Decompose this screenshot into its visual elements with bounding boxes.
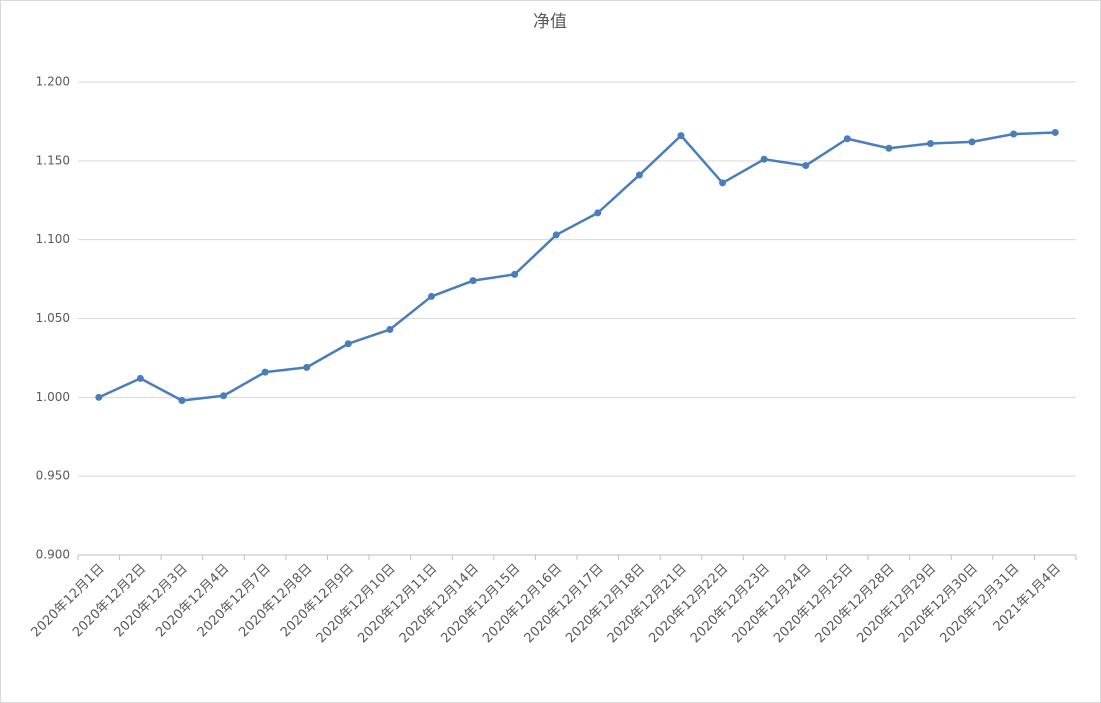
y-tick-label: 1.100 (36, 232, 70, 246)
marker (95, 393, 103, 401)
marker (136, 374, 144, 382)
marker (511, 270, 519, 278)
y-tick-label: 0.950 (36, 469, 70, 483)
marker (220, 392, 228, 400)
marker (926, 139, 934, 147)
marker (885, 144, 893, 152)
marker (1051, 128, 1059, 136)
marker (469, 277, 477, 285)
marker (386, 326, 394, 334)
y-tick-label: 1.000 (36, 390, 70, 404)
marker (1010, 130, 1018, 138)
line (98, 131, 1056, 402)
marker (552, 231, 560, 239)
marker (427, 292, 435, 300)
y-tick-label: 1.150 (36, 153, 70, 167)
marker (594, 209, 602, 217)
y-tick-label: 0.900 (36, 548, 70, 562)
marker (303, 363, 311, 371)
marker (344, 340, 352, 348)
marker (178, 396, 186, 404)
marker (261, 368, 269, 376)
y-tick-label: 1.200 (36, 75, 70, 89)
marker (635, 171, 643, 179)
marker (719, 179, 727, 187)
marker (843, 135, 851, 143)
chart-title: 净值 (533, 12, 567, 32)
y-tick-label: 1.050 (36, 311, 70, 325)
marker (760, 155, 768, 163)
marker (677, 132, 685, 140)
marker (968, 138, 976, 146)
marker (802, 162, 810, 170)
